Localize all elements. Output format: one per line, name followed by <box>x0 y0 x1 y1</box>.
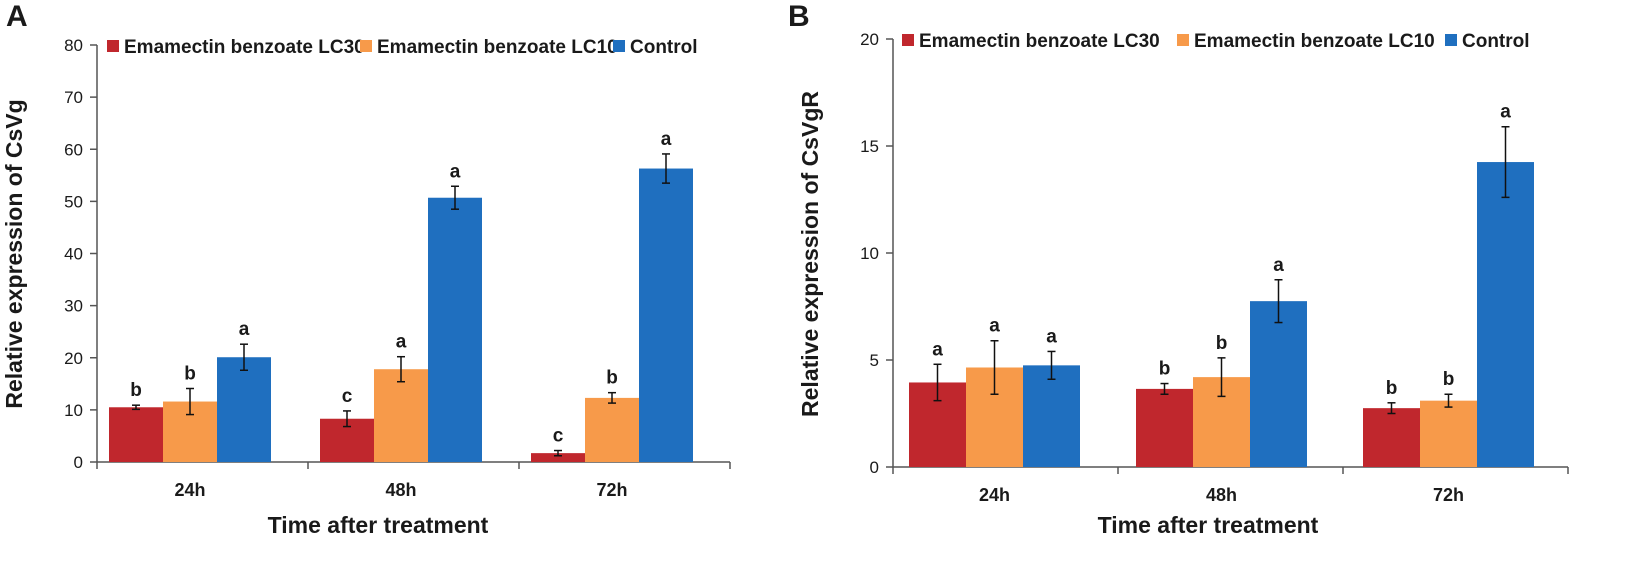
panel-a-y-tick-label: 30 <box>64 297 83 316</box>
panel-a-category-label: 72h <box>596 480 627 500</box>
panel-b-y-tick-label: 15 <box>860 137 879 156</box>
panel-b-legend-swatch <box>902 34 914 46</box>
panel-b-bar <box>1477 162 1534 468</box>
panel-a-legend: Emamectin benzoate LC30 Emamectin benzoat… <box>107 37 698 58</box>
panel-a-significance-letter: c <box>553 426 564 447</box>
panel-a-x-axis-title: Time after treatment <box>268 512 489 538</box>
panel-a-category-label: 24h <box>174 480 205 500</box>
panel-b-significance-letter: b <box>1386 378 1398 399</box>
panel-a-y-tick-label: 50 <box>64 192 83 211</box>
panel-a-bar <box>109 407 163 462</box>
panel-a-bar <box>428 197 482 462</box>
panel-b-y-tick-label: 5 <box>870 351 879 370</box>
panel-a-bar <box>217 357 271 462</box>
panel-a-category-label: 48h <box>385 480 416 500</box>
panel-a-legend-label: Emamectin benzoate LC30 <box>124 37 365 58</box>
panel-a-significance-letter: a <box>396 332 407 353</box>
panel-a-significance-letter: b <box>606 368 618 389</box>
panel-b-significance-letter: a <box>1273 255 1284 276</box>
panel-a-significance-letter: b <box>184 364 196 385</box>
panel-b-legend-label: Control <box>1462 31 1530 52</box>
panel-b-significance-letter: b <box>1216 333 1228 354</box>
panel-b-legend-swatch <box>1177 34 1189 46</box>
panel-b-bar <box>1023 365 1080 467</box>
panel-b-category-label: 24h <box>979 485 1010 505</box>
panel-a-legend-label: Emamectin benzoate LC10 <box>377 37 618 58</box>
panel-a-legend-swatch <box>360 40 372 52</box>
panel-a-significance-letter: c <box>342 386 353 407</box>
panel-b-chart: B Emamectin benzoate LC30 Emamectin benzo… <box>788 0 1569 538</box>
panel-b-y-tick-label: 10 <box>860 244 879 263</box>
panel-b-legend-label: Emamectin benzoate LC10 <box>1194 31 1435 52</box>
panel-a-legend-swatch <box>107 40 119 52</box>
panel-a-significance-letter: a <box>239 319 250 340</box>
panel-b-significance-letter: a <box>1046 326 1057 347</box>
panel-a-y-tick-label: 80 <box>64 36 83 55</box>
panel-b-bar <box>1363 408 1420 467</box>
panel-b-significance-letter: a <box>989 316 1000 337</box>
panel-a-bar <box>585 397 639 462</box>
panel-b-x-axis-title: Time after treatment <box>1098 512 1319 538</box>
panel-a-significance-letter: a <box>450 161 461 182</box>
panel-b-y-axis-title: Relative expression of CsVgR <box>797 91 823 417</box>
panel-a-y-tick-label: 40 <box>64 245 83 264</box>
panel-b-legend: Emamectin benzoate LC30 Emamectin benzoat… <box>902 31 1530 52</box>
panel-a-letter: A <box>6 0 28 33</box>
panel-a-y-axis-title: Relative expression of CsVg <box>1 99 27 408</box>
panel-b-y-tick-label: 20 <box>860 30 879 49</box>
panel-b-legend-label: Emamectin benzoate LC30 <box>919 31 1160 52</box>
panel-a-legend-label: Control <box>630 37 698 58</box>
panel-b-category-label: 72h <box>1433 485 1464 505</box>
panel-a-y-tick-label: 60 <box>64 140 83 159</box>
panel-a-y-tick-label: 20 <box>64 349 83 368</box>
panel-a-significance-letter: a <box>661 129 672 150</box>
panel-b-bar <box>1136 388 1193 467</box>
panel-b-significance-letter: a <box>1500 102 1511 123</box>
panel-a-y-tick-label: 70 <box>64 88 83 107</box>
panel-a-y-tick-label: 0 <box>74 453 83 472</box>
panel-a-bar <box>639 168 693 462</box>
panel-b-category-label: 48h <box>1206 485 1237 505</box>
panel-b-bar <box>1420 400 1477 467</box>
panel-a-bar <box>374 369 428 462</box>
panel-a-y-tick-label: 10 <box>64 401 83 420</box>
panel-a-bar <box>531 453 585 462</box>
panel-b-legend-swatch <box>1445 34 1457 46</box>
panel-b-letter: B <box>788 0 810 33</box>
panel-b-bar <box>1250 301 1307 467</box>
panel-b-y-tick-label: 0 <box>870 458 879 477</box>
panel-b-significance-letter: b <box>1443 369 1455 390</box>
panel-a-chart: A Emamectin benzoate LC30 Emamectin benzo… <box>1 0 731 538</box>
panel-b-significance-letter: b <box>1159 359 1171 380</box>
panel-a-significance-letter: b <box>130 380 142 401</box>
panel-b-significance-letter: a <box>932 339 943 360</box>
panel-a-legend-swatch <box>613 40 625 52</box>
